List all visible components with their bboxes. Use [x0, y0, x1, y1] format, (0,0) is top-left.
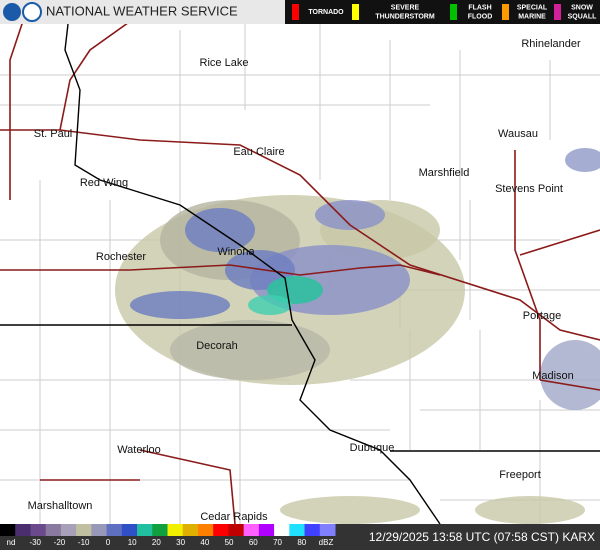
scale-label: -20 — [54, 538, 66, 547]
warning-label: SNOW — [571, 4, 593, 11]
scale-label: nd — [7, 538, 16, 547]
city-label: Rhinelander — [521, 38, 581, 50]
scale-swatch — [243, 524, 260, 536]
warning-label: TORNADO — [308, 9, 344, 16]
scale-swatch — [0, 524, 16, 536]
scale-swatch — [15, 524, 31, 536]
header-title: NATIONAL WEATHER SERVICE — [46, 3, 238, 18]
scale-label: 60 — [249, 538, 258, 547]
warning-label: FLASH — [468, 4, 491, 11]
scale-swatch — [213, 524, 229, 536]
city-label: Freeport — [499, 469, 541, 481]
scale-swatch — [30, 524, 47, 536]
scale-swatch — [76, 524, 92, 536]
city-label: Wausau — [498, 128, 538, 140]
city-label: Eau Claire — [233, 146, 284, 158]
city-label: Portage — [523, 310, 562, 322]
radar-echoes — [115, 148, 600, 524]
scale-swatch — [274, 524, 290, 536]
nws-logo — [22, 2, 42, 22]
timestamp: 12/29/2025 13:58 UTC (07:58 CST) KARX — [369, 530, 595, 544]
warning-label: THUNDERSTORM — [375, 13, 435, 20]
state-lines — [0, 23, 600, 525]
scale-swatch — [258, 524, 275, 536]
scale-swatch — [197, 524, 214, 536]
city-label: Cedar Rapids — [200, 511, 268, 523]
warning-legend — [285, 0, 600, 24]
scale-swatch — [152, 524, 168, 536]
scale-swatch — [45, 524, 62, 536]
warning-label: SEVERE — [391, 4, 420, 11]
scale-label: 40 — [200, 538, 209, 547]
city-label: Stevens Point — [495, 183, 563, 195]
warning-swatch — [450, 4, 457, 20]
city-label: Rochester — [96, 251, 146, 263]
city-label: Marshalltown — [28, 500, 93, 512]
city-label: Madison — [532, 370, 574, 382]
scale-label: -10 — [78, 538, 90, 547]
scale-swatch — [289, 524, 306, 536]
scale-swatch — [228, 524, 245, 536]
warning-label: FLOOD — [468, 13, 493, 20]
warning-label: SQUALL — [568, 13, 598, 20]
scale-label: 70 — [273, 538, 282, 547]
scale-swatch — [91, 524, 108, 536]
scale-swatch — [304, 524, 321, 536]
scale-swatch — [106, 524, 123, 536]
warning-swatch — [352, 4, 359, 20]
warning-swatch — [502, 4, 509, 20]
scale-swatch — [60, 524, 77, 536]
noaa-logo — [3, 3, 21, 21]
scale-swatch — [319, 524, 336, 536]
scale-label: 20 — [152, 538, 161, 547]
scale-label: 0 — [106, 538, 111, 547]
city-label: Red Wing — [80, 177, 128, 189]
highways — [0, 0, 600, 525]
city-label: Waterloo — [117, 444, 161, 456]
city-label: Marshfield — [419, 167, 470, 179]
scale-swatch — [167, 524, 184, 536]
city-label: Winona — [217, 246, 255, 258]
city-label: Decorah — [196, 340, 238, 352]
scale-label: 10 — [128, 538, 137, 547]
warning-swatch — [554, 4, 561, 20]
city-label: Dubuque — [350, 442, 395, 454]
scale-swatch — [137, 524, 153, 536]
scale-label: 80 — [297, 538, 306, 547]
scale-swatch — [121, 524, 138, 536]
warning-label: MARINE — [518, 13, 546, 20]
warning-label: SPECIAL — [517, 4, 548, 11]
header-bar — [0, 0, 285, 24]
scale-label: -30 — [29, 538, 41, 547]
scale-label: 30 — [176, 538, 185, 547]
scale-swatch — [182, 524, 199, 536]
city-label: St. Paul — [34, 128, 73, 140]
warning-swatch — [292, 4, 299, 20]
city-label: Rice Lake — [200, 57, 249, 69]
scale-label: dBZ — [319, 538, 334, 547]
scale-label: 50 — [225, 538, 234, 547]
